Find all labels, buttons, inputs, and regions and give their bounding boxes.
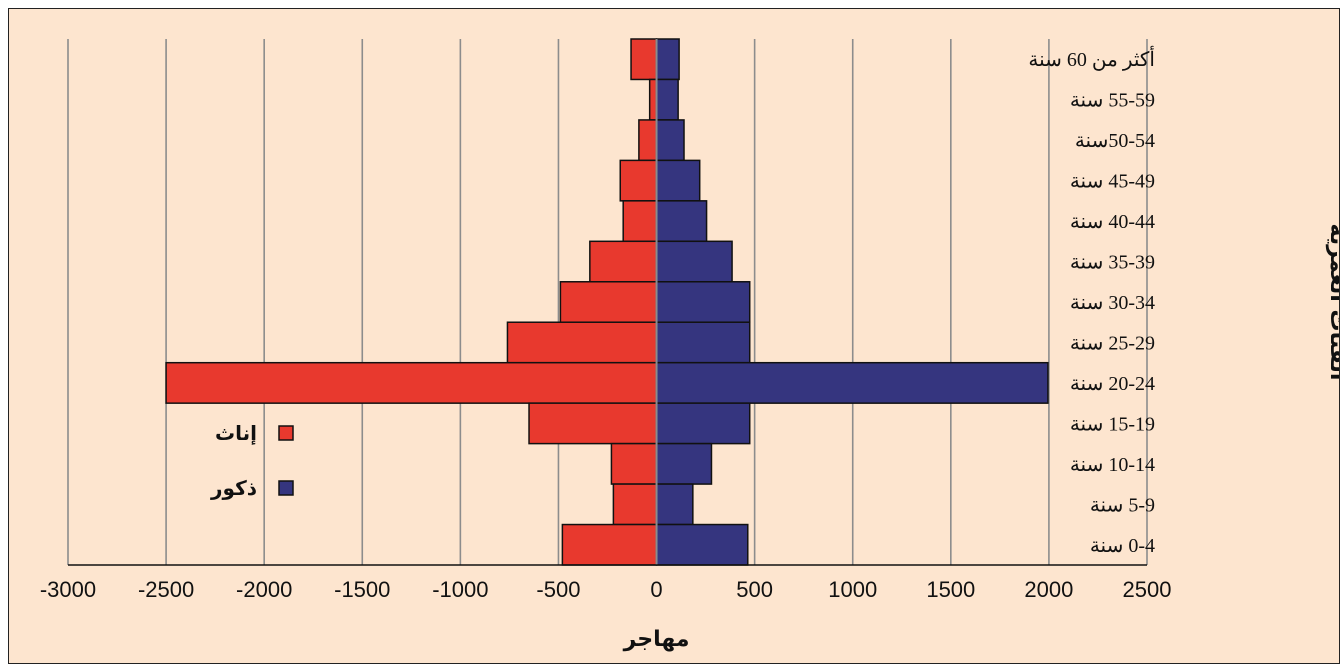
bar-female-0 — [630, 38, 658, 81]
category-label-12: 0-4 سنة — [1090, 535, 1155, 557]
bar-male-0 — [655, 38, 680, 81]
bar-male-10 — [655, 442, 713, 485]
category-label-6: 30-34 سنة — [1070, 292, 1155, 314]
bar-female-7 — [506, 321, 658, 364]
bar-male-1 — [655, 78, 679, 121]
bar-male-7 — [655, 321, 751, 364]
bar-female-12 — [561, 523, 658, 566]
bar-female-5 — [589, 240, 658, 283]
y-axis-title: الفئات العمرية — [1325, 224, 1340, 381]
category-label-10: 10-14 سنة — [1070, 454, 1155, 476]
legend-swatch-female — [278, 425, 294, 441]
category-label-4: 40-44 سنة — [1070, 211, 1155, 233]
x-tick-label-8: 1000 — [828, 577, 877, 602]
category-label-5: 35-39 سنة — [1070, 252, 1155, 274]
bar-male-5 — [655, 240, 733, 283]
category-label-9: 15-19 سنة — [1070, 413, 1155, 435]
chart-frame: -3000 -2500 -2000 -1500 -1000 -500 0 500 1000 150… — [8, 8, 1340, 664]
x-tick-label-3: -1500 — [334, 577, 390, 602]
bar-male-6 — [655, 281, 751, 323]
x-axis-title: مهاجر — [623, 627, 690, 652]
x-tick-label-0: -3000 — [40, 577, 96, 602]
x-tick-label-6: 0 — [650, 577, 662, 602]
bar-female-3 — [619, 159, 658, 202]
bar-female-6 — [559, 281, 658, 323]
legend-swatch-male — [278, 480, 294, 496]
bar-male-3 — [655, 159, 701, 202]
category-label-2: 50-54سنة — [1075, 130, 1155, 152]
bar-female-9 — [528, 402, 658, 445]
bar-male-9 — [655, 402, 751, 445]
bar-female-11 — [612, 483, 658, 526]
category-label-3: 45-49 سنة — [1070, 171, 1155, 193]
category-label-7: 25-29 سنة — [1070, 332, 1155, 354]
legend-label-female: إناث — [215, 421, 257, 445]
x-tick-label-10: 2000 — [1024, 577, 1073, 602]
bar-female-2 — [638, 119, 658, 162]
legend-label-male: ذكور — [210, 476, 257, 500]
population-pyramid-chart: -3000 -2500 -2000 -1500 -1000 -500 0 500 1000 150… — [40, 38, 1340, 652]
bar-female-4 — [622, 200, 658, 243]
bar-female-10 — [610, 442, 658, 485]
bar-male-11 — [655, 483, 694, 526]
bar-female-8 — [165, 361, 658, 404]
x-tick-label-11: 2500 — [1123, 577, 1172, 602]
x-tick-label-9: 1500 — [926, 577, 975, 602]
x-tick-label-4: -1000 — [432, 577, 488, 602]
x-tick-label-5: -500 — [536, 577, 580, 602]
category-label-11: 5-9 سنة — [1090, 494, 1155, 516]
bar-male-8 — [655, 361, 1049, 404]
bar-male-4 — [655, 200, 708, 243]
category-label-0: أكثر من 60 سنة — [1028, 45, 1155, 71]
category-label-1: 55-59 سنة — [1070, 90, 1155, 112]
bar-male-12 — [655, 523, 749, 566]
bar-male-2 — [655, 119, 685, 162]
bar-female-1 — [648, 78, 658, 121]
x-tick-label-2: -2000 — [236, 577, 292, 602]
x-tick-label-7: 500 — [736, 577, 773, 602]
category-label-8: 20-24 سنة — [1070, 373, 1155, 395]
x-tick-label-1: -2500 — [138, 577, 194, 602]
